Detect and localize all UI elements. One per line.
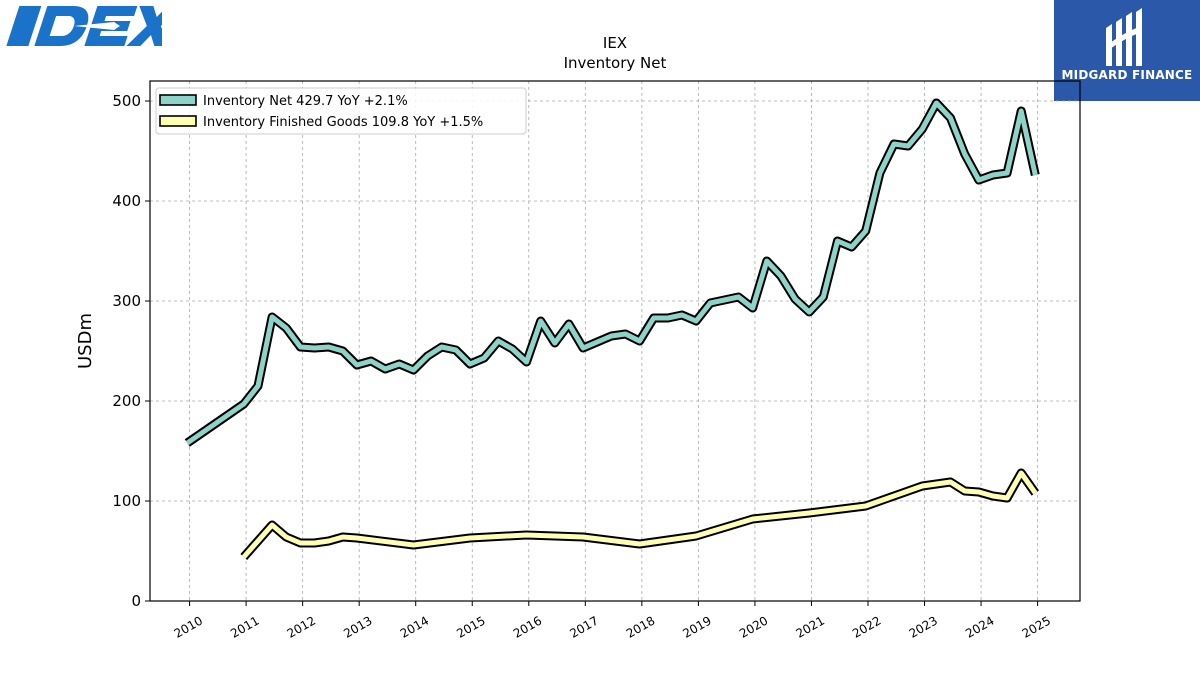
midgard-emblem-icon bbox=[1106, 8, 1142, 66]
series-layer bbox=[184, 98, 1040, 560]
y-tick-label: 300 bbox=[112, 292, 141, 310]
x-axis: 2010 2011 2012 2013 2014 2015 2016 2017 2018 2019… bbox=[172, 601, 1053, 641]
legend-entry: Inventory Finished Goods 109.8 YoY +1.5% bbox=[203, 115, 483, 130]
y-axis: 0 100 200 300 400 500 bbox=[112, 92, 150, 610]
x-tick-label: 2025 bbox=[1020, 613, 1053, 640]
y-tick-label: 500 bbox=[112, 92, 141, 110]
series-outline-inventory-net bbox=[184, 98, 1040, 447]
series-line-inventory-net bbox=[185, 100, 1038, 446]
grid bbox=[150, 81, 1080, 602]
legend-swatch bbox=[159, 94, 197, 106]
plane-icon bbox=[74, 22, 120, 30]
midgard-finance-text: MIDGARD FINANCE bbox=[1061, 68, 1193, 82]
x-tick-label: 2010 bbox=[172, 613, 205, 640]
chart-subtitle: Inventory Net bbox=[564, 54, 667, 72]
midgard-finance-logo: MIDGARD FINANCE bbox=[1054, 0, 1200, 101]
x-tick-label: 2019 bbox=[680, 613, 713, 640]
series-line-inventory-finished-goods bbox=[241, 470, 1038, 559]
legend-swatch bbox=[159, 115, 197, 127]
x-tick-label: 2015 bbox=[454, 613, 487, 640]
x-tick-label: 2017 bbox=[567, 613, 600, 640]
chart-title: IEX bbox=[603, 34, 627, 52]
x-tick-label: 2013 bbox=[341, 613, 374, 640]
x-tick-label: 2024 bbox=[963, 613, 996, 640]
y-tick-label: 0 bbox=[131, 592, 141, 610]
legend-box bbox=[155, 87, 527, 135]
x-tick-label: 2012 bbox=[285, 613, 318, 640]
plot-frame bbox=[149, 80, 1081, 602]
x-tick-label: 2020 bbox=[737, 613, 770, 640]
legend-entry: Inventory Net 429.7 YoY +2.1% bbox=[203, 94, 408, 109]
x-tick-label: 2021 bbox=[794, 613, 827, 640]
x-tick-label: 2022 bbox=[850, 613, 883, 640]
x-tick-label: 2018 bbox=[624, 613, 657, 640]
x-tick-label: 2011 bbox=[228, 613, 261, 640]
legend: Inventory Net 429.7 YoY +2.1% Inventory F… bbox=[155, 87, 527, 135]
x-tick-label: 2023 bbox=[907, 613, 940, 640]
y-tick-label: 400 bbox=[112, 192, 141, 210]
y-tick-label: 200 bbox=[112, 392, 141, 410]
y-tick-label: 100 bbox=[112, 492, 141, 510]
x-tick-label: 2014 bbox=[398, 613, 431, 640]
y-axis-label: USDm bbox=[75, 313, 96, 369]
x-tick-label: 2016 bbox=[511, 613, 544, 640]
